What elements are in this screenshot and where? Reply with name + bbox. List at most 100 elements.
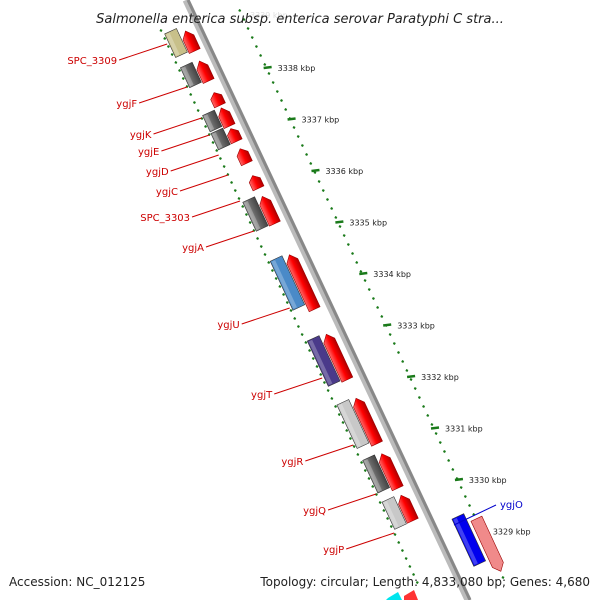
kbp-label: 3332 kbp	[421, 373, 459, 382]
label-leader	[179, 174, 229, 192]
gene-arrow-ygju[interactable]	[284, 252, 321, 313]
gene-arrow-ygjr[interactable]	[351, 396, 383, 447]
gene-arrow-ygjp[interactable]	[396, 493, 419, 524]
gene-label-ygjc[interactable]: ygjC	[156, 187, 178, 198]
gene-feature-ygjf[interactable]	[179, 61, 202, 89]
ruler-dot	[388, 333, 392, 336]
gene-label-ygjd[interactable]: ygjD	[146, 167, 169, 178]
major-tick	[406, 374, 416, 379]
gene-feature-ygju[interactable]	[269, 255, 306, 311]
ruler-dot	[397, 351, 400, 354]
inner-ruler-dot	[181, 77, 185, 80]
inner-ruler-dot	[174, 61, 178, 64]
inner-ruler-dot	[289, 309, 293, 312]
gene-label-ygjf[interactable]: ygjF	[116, 99, 137, 110]
inner-ruler-dot	[230, 181, 234, 184]
ruler-dot	[309, 162, 313, 165]
label-leader	[138, 86, 188, 104]
gene-feature-ygjr[interactable]	[336, 399, 370, 449]
inner-ruler-dot	[285, 301, 289, 304]
label-leader	[274, 377, 323, 395]
gene-arrow-spc-3309[interactable]	[180, 28, 201, 54]
inner-ruler-dot	[192, 101, 196, 104]
gene-label-ygjt[interactable]: ygjT	[251, 390, 273, 401]
inner-ruler-dot	[356, 453, 360, 456]
inner-ruler-dot	[226, 173, 230, 176]
gene-label-ygja[interactable]: ygjA	[182, 243, 204, 254]
inner-ruler-dot	[218, 157, 222, 160]
ruler-dot	[359, 270, 363, 273]
ruler-dot	[376, 306, 380, 309]
backbone-track	[182, 0, 472, 600]
inner-ruler-dot	[397, 541, 401, 544]
inner-ruler-dot	[371, 485, 375, 488]
gene-label-spc-3303[interactable]: SPC_3303	[140, 213, 190, 224]
kbp-label: 3333 kbp	[397, 322, 435, 331]
gene-feature-spc-3309[interactable]	[164, 28, 188, 58]
gene-arrow-ygjc[interactable]	[235, 146, 253, 167]
ruler-dot	[463, 495, 467, 498]
gene-label-ygjp[interactable]: ygjP	[323, 545, 344, 556]
label-leader	[153, 117, 202, 135]
inner-ruler-dot	[345, 429, 349, 432]
svg-text:3339 kbp: 3339 kbp	[250, 11, 288, 20]
inner-ruler-dot	[233, 189, 237, 192]
gene-arrow-ygjk[interactable]	[209, 90, 226, 109]
gene-arrow-ygjo[interactable]	[470, 515, 506, 574]
gene-feature-ygja[interactable]	[242, 196, 269, 232]
label-leader	[170, 154, 219, 172]
inner-ruler-dot	[237, 197, 241, 200]
ruler-dot	[238, 9, 242, 12]
ruler-dot	[392, 342, 396, 345]
gene-label-ygje[interactable]: ygjE	[138, 147, 159, 158]
ruler-dot	[401, 360, 405, 363]
ruler-dot	[413, 387, 417, 390]
gene-label-ygju[interactable]: ygjU	[217, 320, 239, 331]
ruler-dot	[342, 234, 346, 237]
inner-ruler-dot	[400, 549, 404, 552]
gene-feature-ygjp[interactable]	[381, 496, 407, 530]
inner-ruler-dot	[415, 581, 419, 584]
inner-ruler-dot	[189, 93, 193, 96]
gene-arrow-ygjt[interactable]	[321, 332, 354, 383]
ruler-dot	[363, 279, 367, 282]
inner-ruler-dot	[248, 221, 252, 224]
gene-feature-ygje[interactable]	[210, 127, 231, 151]
gene-label-spc-3309[interactable]: SPC_3309	[67, 56, 117, 67]
ruler-dot	[296, 135, 300, 138]
gene-arrow-ygja[interactable]	[257, 194, 281, 227]
gene-labels: SPC_3309 ygjF ygjK ygjE ygjD ygjC SPC_3303 ygjA…	[67, 43, 523, 556]
ruler-dot	[246, 27, 250, 30]
inner-ruler-dot	[211, 141, 215, 144]
partial-feature	[386, 592, 402, 600]
map-title: Salmonella enterica subsp. enterica sero…	[96, 12, 504, 27]
major-tick	[311, 168, 320, 173]
inner-ruler-dot	[215, 149, 219, 152]
inner-ruler-dot	[252, 229, 256, 232]
gene-feature-ygjo[interactable]	[451, 513, 487, 567]
ruler-dot	[422, 405, 426, 408]
gene-arrow-spc-3303[interactable]	[247, 173, 265, 192]
ruler-dot	[367, 288, 371, 291]
inner-ruler-dot	[311, 357, 315, 360]
gene-label-ygjo[interactable]: ygjO	[500, 500, 523, 511]
accession-text: Accession: NC_012125	[9, 575, 146, 589]
gene-label-ygjk[interactable]: ygjK	[130, 130, 152, 141]
gene-feature-ygjq[interactable]	[362, 454, 391, 494]
topology-text: Topology: circular; Length: 4,833,080 bp…	[260, 575, 590, 589]
gene-arrow-ygjd[interactable]	[225, 126, 243, 145]
kbp-label: 3329 kbp	[493, 528, 531, 537]
inner-ruler-dot	[222, 165, 226, 168]
gene-arrow-ygjf[interactable]	[194, 58, 215, 84]
inner-ruler-dot	[267, 261, 271, 264]
inner-ruler-dot	[337, 413, 341, 416]
inner-ruler-dot	[389, 525, 393, 528]
gene-feature-ygjk[interactable]	[202, 109, 223, 133]
backbone-line	[186, 0, 472, 600]
gene-arrow-ygje[interactable]	[216, 105, 236, 129]
gene-label-ygjr[interactable]: ygjR	[281, 457, 303, 468]
gene-arrow-ygjq[interactable]	[376, 451, 404, 492]
gene-feature-ygjt[interactable]	[306, 335, 341, 387]
gene-label-ygjq[interactable]: ygjQ	[303, 506, 326, 517]
